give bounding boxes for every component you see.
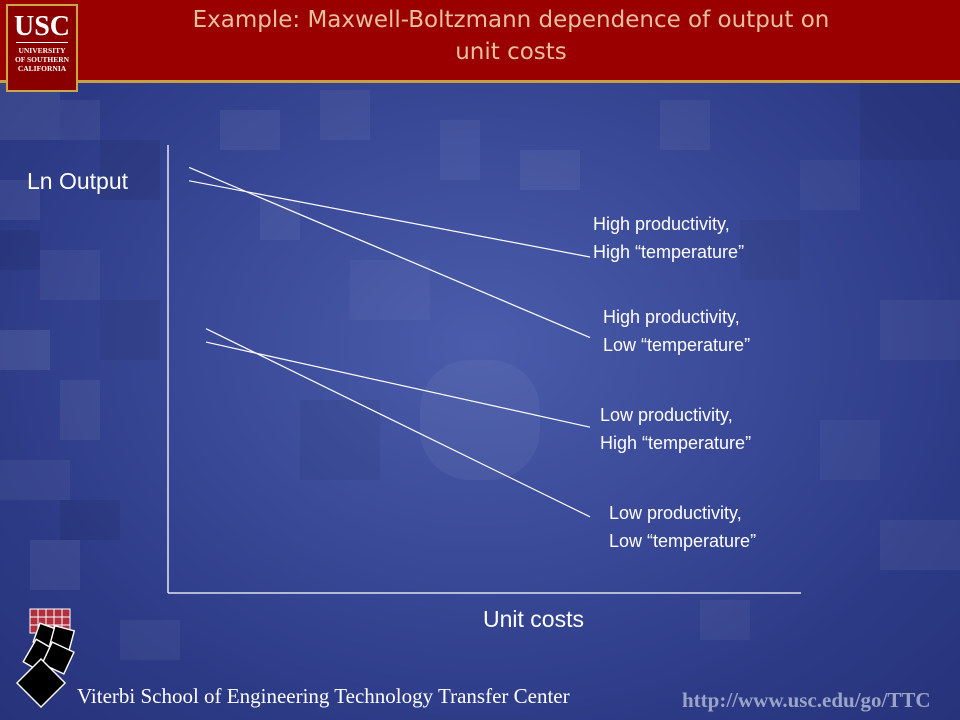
series-line-low-prod-low-temp	[205, 328, 591, 518]
series-label-high-prod-high-temp: High productivity, High “temperature”	[593, 210, 744, 266]
series-line-low-prod-high-temp	[205, 341, 591, 428]
series-label-line: Low “temperature”	[603, 335, 751, 355]
y-axis-label: Ln Output	[27, 168, 129, 194]
title-line-1: Example: Maxwell-Boltzmann dependence of…	[192, 7, 830, 33]
ttc-logo-icon	[15, 608, 76, 709]
logo-sub-text-2: OF SOUTHERN	[14, 55, 70, 64]
title-line-2: unit costs	[455, 39, 567, 65]
logo-sub-text-1: UNIVERSITY	[18, 46, 66, 55]
series-label-line: High productivity,	[593, 214, 730, 234]
series-label-line: High “temperature”	[593, 242, 745, 262]
footer-url-link[interactable]: http://www.usc.edu/go/TTC	[682, 688, 931, 712]
logo-main-text: USC	[13, 11, 70, 42]
series-label-line: Low “temperature”	[609, 531, 757, 551]
header-bar	[0, 0, 960, 83]
x-axis-label: Unit costs	[483, 606, 584, 632]
logo-sub-text-3: CALIFORNIA	[17, 64, 67, 73]
series-label-low-prod-low-temp: Low productivity, Low “temperature”	[609, 499, 756, 555]
slide-title: Example: Maxwell-Boltzmann dependence of…	[96, 4, 926, 68]
usc-logo: USC UNIVERSITY OF SOUTHERN CALIFORNIA	[6, 4, 78, 92]
series-line-high-prod-high-temp	[188, 180, 591, 258]
series-label-low-prod-high-temp: Low productivity, High “temperature”	[600, 401, 751, 457]
series-label-line: High productivity,	[603, 307, 740, 327]
series-line-high-prod-low-temp	[188, 166, 591, 339]
footer-center-name: Viterbi School of Engineering Technology…	[77, 684, 570, 708]
series-label-line: Low productivity,	[609, 503, 742, 523]
series-label-line: High “temperature”	[600, 433, 752, 453]
series-label-high-prod-low-temp: High productivity, Low “temperature”	[603, 303, 750, 359]
series-label-line: Low productivity,	[600, 405, 733, 425]
